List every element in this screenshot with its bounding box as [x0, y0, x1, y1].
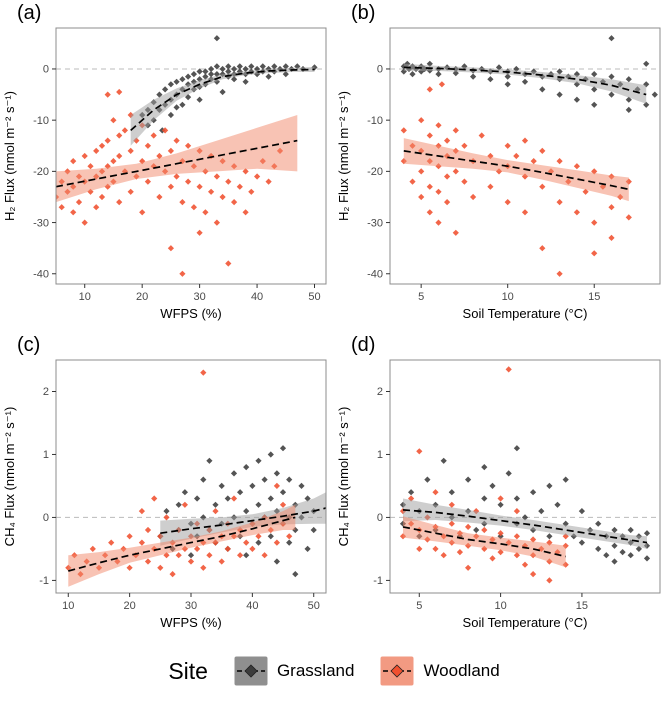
svg-text:10: 10 [62, 600, 74, 612]
svg-text:Soil Temperature (°C): Soil Temperature (°C) [463, 615, 588, 630]
svg-text:H₂ Flux (nmol m⁻² s⁻¹): H₂ Flux (nmol m⁻² s⁻¹) [2, 91, 17, 221]
svg-text:30: 30 [185, 600, 197, 612]
legend-label-grassland: Grassland [276, 661, 355, 680]
svg-text:15: 15 [588, 291, 600, 303]
svg-text:20: 20 [124, 600, 136, 612]
svg-text:WFPS (%): WFPS (%) [160, 615, 221, 630]
svg-text:2: 2 [377, 386, 383, 398]
svg-text:-1: -1 [373, 575, 383, 587]
svg-text:1: 1 [43, 449, 49, 461]
woodland-key-icon [380, 656, 414, 686]
svg-text:WFPS (%): WFPS (%) [160, 306, 221, 321]
panel-a-h2-vs-wfps: 10 20 30 40 50 0 -10 -20 -30 -40 WFPS (%) H₂ Flux (… [2, 2, 327, 321]
svg-text:(a): (a) [17, 2, 41, 24]
svg-text:10: 10 [79, 291, 91, 303]
legend-title: Site [168, 657, 208, 684]
svg-text:-1: -1 [39, 575, 49, 587]
svg-text:(b): (b) [351, 2, 375, 24]
svg-text:(d): (d) [351, 334, 375, 356]
svg-text:-20: -20 [33, 166, 49, 178]
svg-text:10: 10 [502, 291, 514, 303]
svg-text:-30: -30 [367, 217, 383, 229]
svg-text:40: 40 [251, 291, 263, 303]
svg-text:2: 2 [43, 386, 49, 398]
top-row: 10 20 30 40 50 0 -10 -20 -30 -40 WFPS (%) H₂ Flux (… [0, 0, 668, 332]
svg-text:40: 40 [246, 600, 258, 612]
svg-text:CH₄ Flux (nmol m⁻² s⁻¹): CH₄ Flux (nmol m⁻² s⁻¹) [2, 407, 17, 547]
panel-c-ch4-vs-wfps: 10 20 30 40 50 -1 0 1 2 WFPS (%) CH₄ Flux (nmol m⁻… [2, 334, 327, 630]
svg-text:-40: -40 [367, 268, 383, 280]
svg-text:-40: -40 [33, 268, 49, 280]
svg-text:50: 50 [308, 291, 320, 303]
svg-text:50: 50 [308, 600, 320, 612]
svg-text:Soil Temperature (°C): Soil Temperature (°C) [463, 306, 588, 321]
svg-text:30: 30 [193, 291, 205, 303]
panel-b-h2-vs-soil-temp: 5 10 15 0 -10 -20 -30 -40 Soil Temperature (°C) H… [336, 2, 661, 321]
svg-text:1: 1 [377, 449, 383, 461]
svg-text:5: 5 [416, 600, 422, 612]
legend-label-woodland: Woodland [423, 661, 500, 680]
site-legend: Site Grassland Woodland [0, 641, 668, 701]
svg-text:5: 5 [418, 291, 424, 303]
svg-text:20: 20 [136, 291, 148, 303]
svg-text:0: 0 [377, 64, 383, 76]
svg-text:-10: -10 [367, 115, 383, 127]
svg-text:H₂ Flux (nmol m⁻² s⁻¹): H₂ Flux (nmol m⁻² s⁻¹) [336, 91, 351, 221]
grassland-key-icon [234, 656, 268, 686]
svg-text:-30: -30 [33, 217, 49, 229]
legend-entry-grassland: Grassland [234, 656, 354, 686]
svg-text:0: 0 [43, 512, 49, 524]
svg-text:15: 15 [576, 600, 588, 612]
svg-text:CH₄ Flux (nmol m⁻² s⁻¹): CH₄ Flux (nmol m⁻² s⁻¹) [336, 407, 351, 547]
svg-text:-10: -10 [33, 115, 49, 127]
svg-text:0: 0 [377, 512, 383, 524]
bottom-row: 10 20 30 40 50 -1 0 1 2 WFPS (%) CH₄ Flux (nmol m⁻… [0, 332, 668, 641]
svg-text:(c): (c) [17, 334, 40, 356]
svg-text:0: 0 [43, 64, 49, 76]
legend-entry-woodland: Woodland [380, 656, 500, 686]
svg-text:10: 10 [494, 600, 506, 612]
panel-d-ch4-vs-soil-temp: 5 10 15 -1 0 1 2 Soil Temperature (°C) CH₄ Flux … [336, 334, 661, 630]
svg-text:-20: -20 [367, 166, 383, 178]
